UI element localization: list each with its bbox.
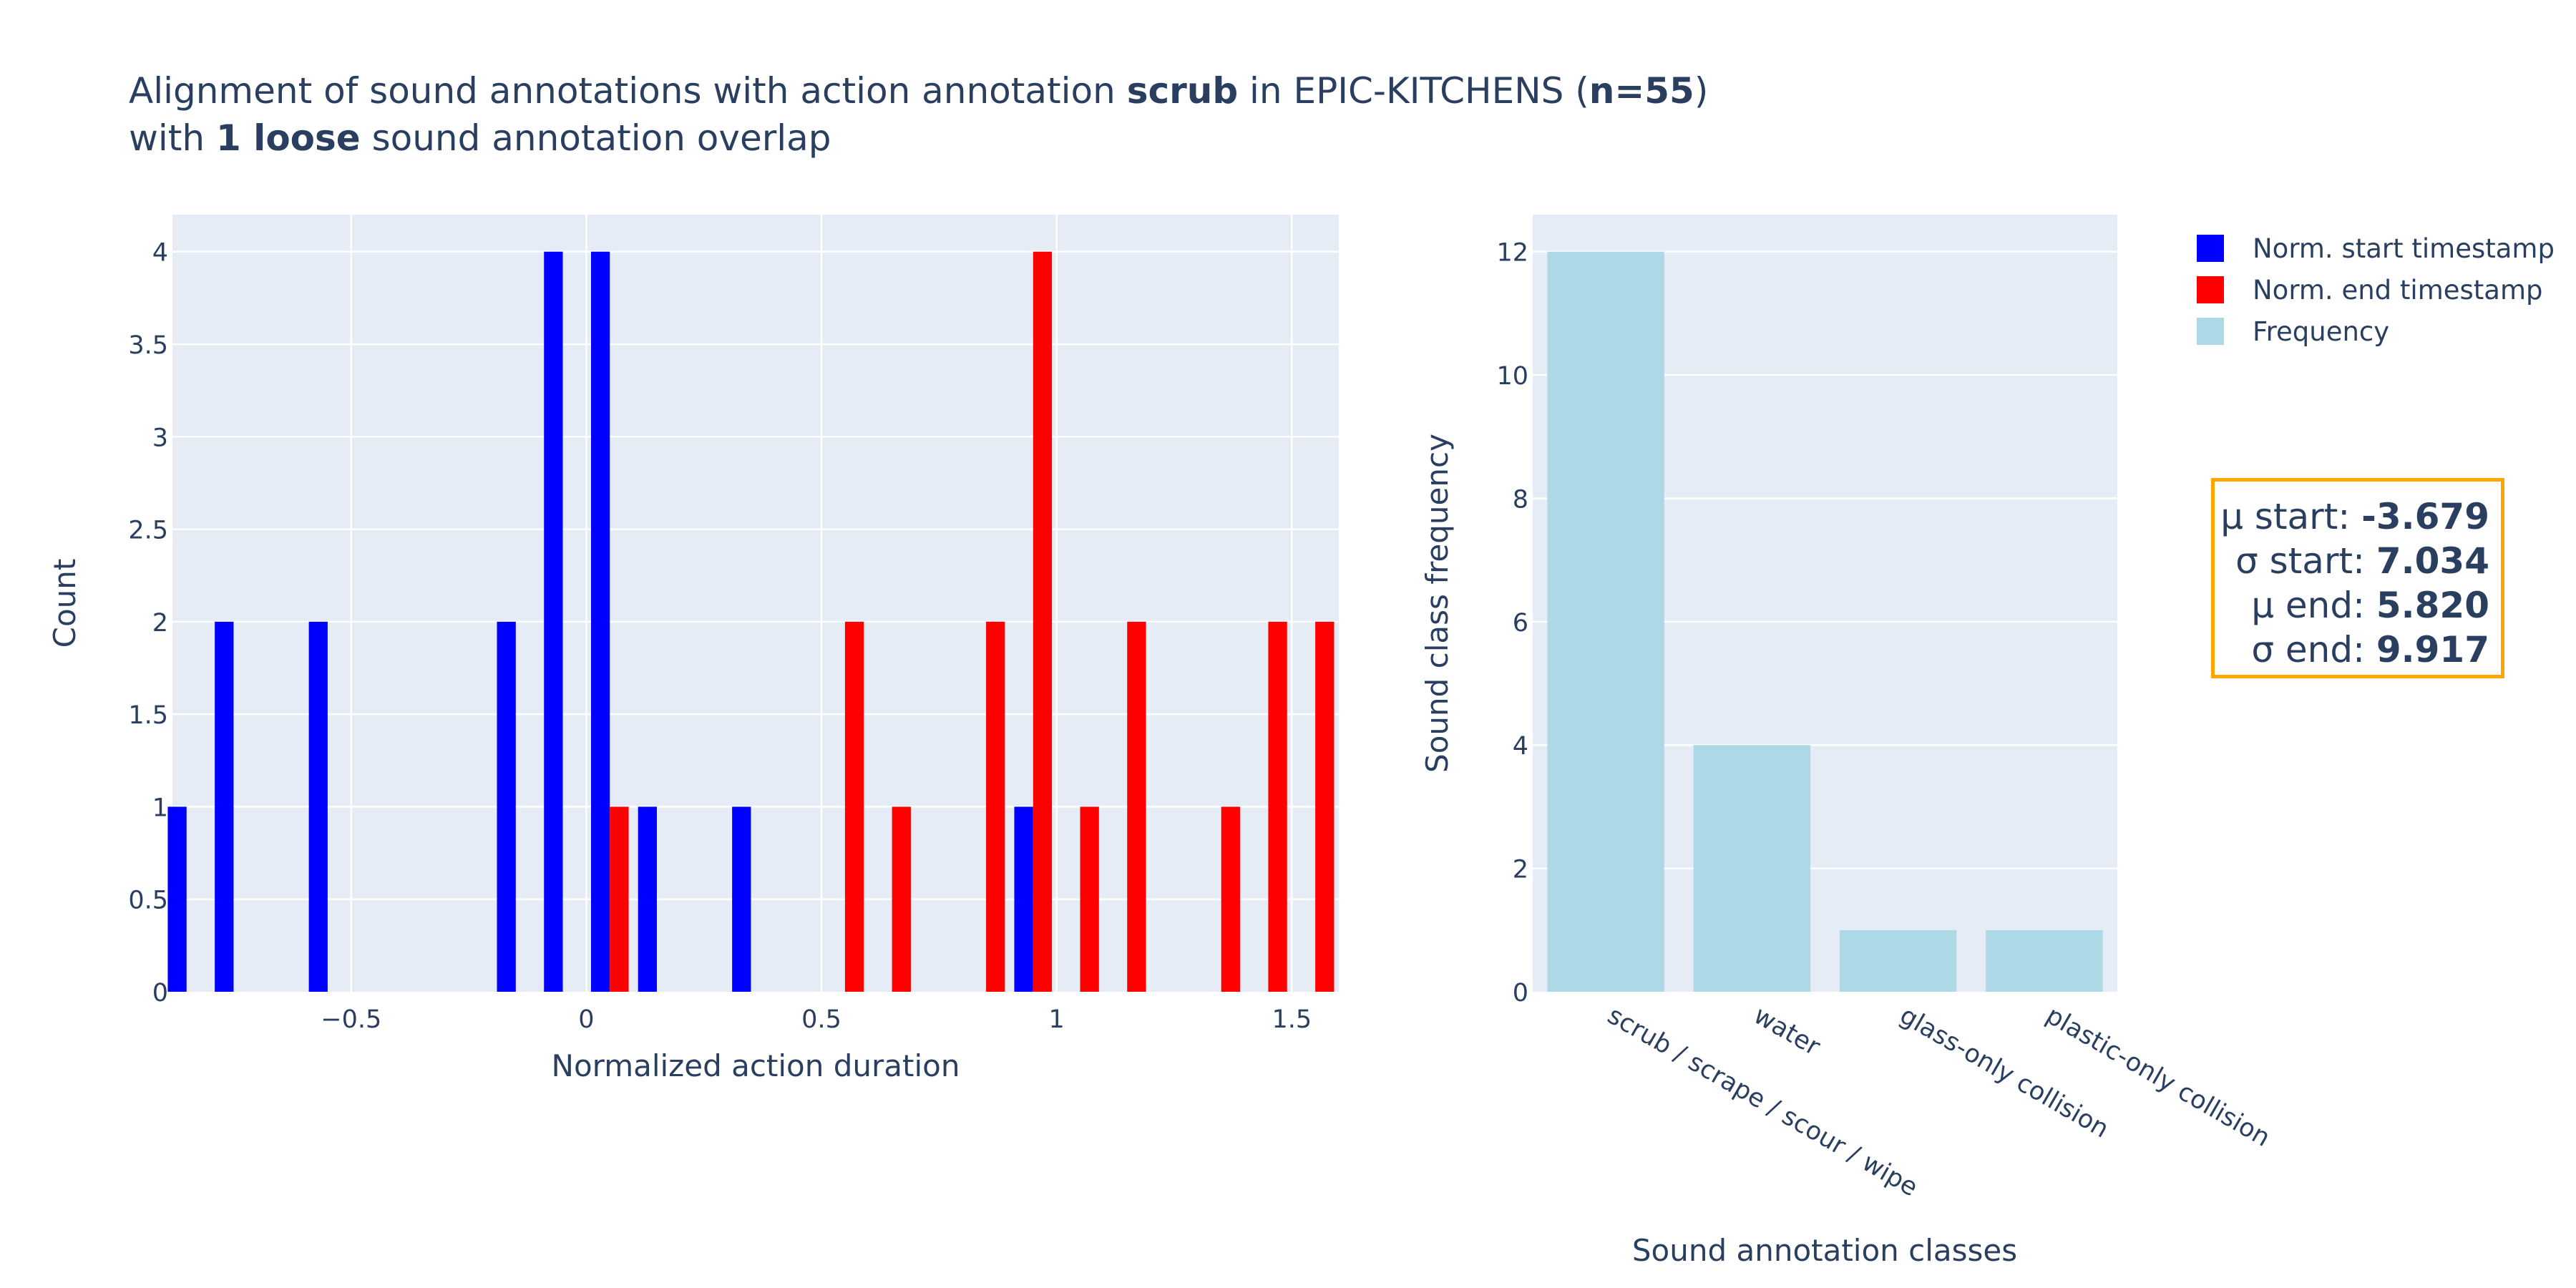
- histogram-bar-end: [1127, 621, 1146, 992]
- stat-mu-start: μ start: -3.679: [2215, 494, 2489, 539]
- left-ytick-label: 0: [152, 979, 168, 1008]
- legend[interactable]: Norm. start timestamp Norm. end timestam…: [2197, 228, 2555, 352]
- left-x-axis-title: Normalized action duration: [552, 1048, 960, 1083]
- right-ytick-label: 12: [1496, 239, 1528, 268]
- stat-mu-end-value: 5.820: [2376, 585, 2489, 626]
- left-plot-background: [172, 215, 1339, 992]
- right-ytick-label: 6: [1513, 609, 1528, 638]
- stat-sigma-start-label: σ start:: [2235, 540, 2376, 582]
- left-ytick-label: 1: [152, 794, 168, 822]
- left-ytick-label: 3.5: [128, 331, 168, 360]
- legend-swatch-frequency: [2197, 318, 2224, 345]
- histogram-bar-start: [497, 621, 516, 992]
- histogram-bar-start: [167, 806, 187, 992]
- stat-sigma-end-label: σ end:: [2251, 629, 2376, 670]
- stat-sigma-start: σ start: 7.034: [2215, 539, 2489, 583]
- left-xtick-label: 0.5: [801, 1005, 841, 1034]
- title-overlap: 1 loose: [215, 117, 361, 159]
- left-series-start: [167, 251, 1033, 992]
- left-xtick-label: −0.5: [321, 1005, 381, 1034]
- right-ytick-label: 2: [1513, 856, 1528, 884]
- frequency-bar: [1693, 745, 1811, 992]
- legend-item-frequency[interactable]: Frequency: [2197, 311, 2555, 352]
- histogram-bar-start: [544, 251, 563, 992]
- left-xtick-label: 1: [1049, 1005, 1065, 1034]
- title-n: n=55: [1589, 70, 1694, 112]
- title-text-2: in EPIC-KITCHENS (: [1238, 70, 1589, 112]
- histogram-bar-end: [986, 621, 1005, 992]
- right-x-axis-title: Sound annotation classes: [1632, 1233, 2017, 1268]
- right-ytick-label: 10: [1496, 362, 1528, 391]
- legend-item-end[interactable]: Norm. end timestamp: [2197, 269, 2555, 311]
- stat-mu-end: μ end: 5.820: [2215, 583, 2489, 628]
- stat-mu-start-label: μ start:: [2220, 496, 2362, 537]
- left-ytick-label: 4: [152, 239, 168, 268]
- right-ytick-label: 0: [1513, 979, 1528, 1008]
- histogram-bar-start: [1014, 806, 1033, 992]
- chart-title-line-1: Alignment of sound annotations with acti…: [129, 70, 1708, 112]
- title-text-3: ): [1694, 70, 1709, 112]
- right-ytick-label: 8: [1513, 485, 1528, 514]
- title-text-1: Alignment of sound annotations with acti…: [129, 70, 1127, 112]
- histogram-bar-start: [590, 251, 610, 992]
- histogram-bar-start: [215, 621, 234, 992]
- left-series-end: [610, 251, 1335, 992]
- frequency-bar: [1986, 930, 2103, 992]
- legend-item-start[interactable]: Norm. start timestamp: [2197, 228, 2555, 269]
- left-ytick-label: 1.5: [128, 701, 168, 730]
- histogram-bar-end: [1315, 621, 1335, 992]
- right-y-axis-title: Sound class frequency: [1420, 434, 1455, 773]
- histogram-bar-end: [892, 806, 911, 992]
- legend-swatch-end: [2197, 276, 2224, 303]
- title-text-4: with: [129, 117, 216, 159]
- right-xtick-label: water: [1749, 1001, 1825, 1062]
- right-ytick-label: 4: [1513, 732, 1528, 761]
- stats-annotation-box: μ start: -3.679 σ start: 7.034 μ end: 5.…: [2211, 478, 2504, 678]
- frequency-bar: [1839, 930, 1957, 992]
- chart-title-line-2: with 1 loose sound annotation overlap: [129, 117, 831, 159]
- left-ytick-label: 0.5: [128, 887, 168, 915]
- title-text-5: sound annotation overlap: [360, 117, 831, 159]
- histogram-bar-end: [844, 621, 864, 992]
- histogram-bar-start: [638, 806, 657, 992]
- histogram-bar-end: [1033, 251, 1053, 992]
- left-xtick-label: 1.5: [1272, 1005, 1312, 1034]
- frequency-bar: [1547, 251, 1664, 992]
- histogram-bar-end: [1221, 806, 1240, 992]
- left-xtick-label: 0: [578, 1005, 594, 1034]
- legend-swatch-start: [2197, 235, 2224, 262]
- left-ytick-label: 2.5: [128, 517, 168, 545]
- stat-sigma-end: σ end: 9.917: [2215, 628, 2489, 672]
- histogram-bar-start: [308, 621, 328, 992]
- left-ytick-label: 3: [152, 424, 168, 452]
- stat-mu-end-label: μ end:: [2251, 585, 2376, 626]
- legend-label-start: Norm. start timestamp: [2253, 233, 2555, 264]
- histogram-bar-end: [1080, 806, 1099, 992]
- stat-sigma-end-value: 9.917: [2376, 629, 2489, 670]
- title-action: scrub: [1126, 70, 1239, 112]
- left-ytick-label: 2: [152, 609, 168, 638]
- left-y-axis-title: Count: [47, 559, 82, 648]
- right-series-frequency: [1547, 251, 2103, 992]
- histogram-bar-start: [732, 806, 751, 992]
- stat-sigma-start-value: 7.034: [2376, 540, 2489, 582]
- histogram-bar-end: [1268, 621, 1287, 992]
- legend-label-frequency: Frequency: [2253, 316, 2390, 347]
- legend-label-end: Norm. end timestamp: [2253, 274, 2543, 306]
- stat-mu-start-value: -3.679: [2361, 496, 2489, 537]
- histogram-bar-end: [610, 806, 629, 992]
